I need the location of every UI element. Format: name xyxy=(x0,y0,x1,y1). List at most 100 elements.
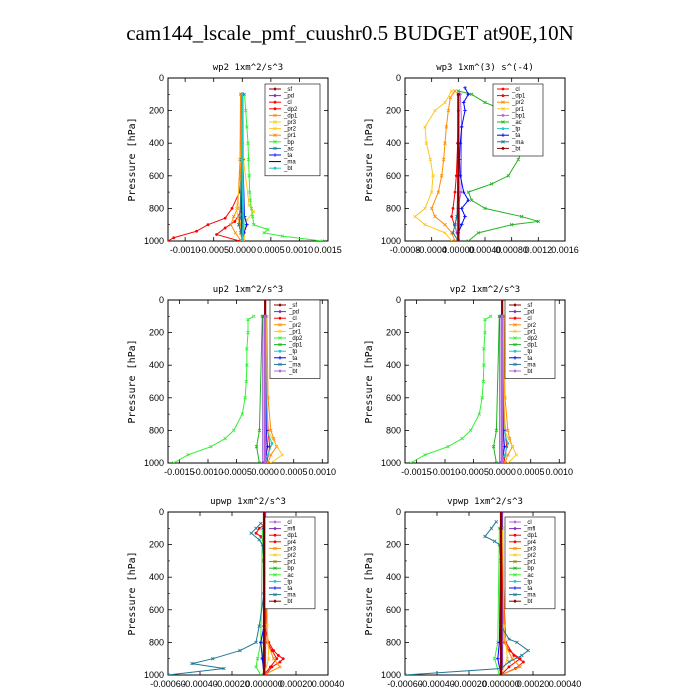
legend-label: _pr2 xyxy=(523,323,537,329)
legend-marker xyxy=(513,533,517,537)
x-tick-label: -0.0005 xyxy=(198,245,229,255)
data-point xyxy=(240,92,244,96)
data-point xyxy=(499,512,503,514)
data-point xyxy=(260,314,265,319)
legend-label: _pr1 xyxy=(523,560,537,566)
legend-marker xyxy=(278,349,282,353)
data-point xyxy=(429,190,434,194)
data-point xyxy=(424,141,429,145)
data-point xyxy=(259,521,263,526)
data-point xyxy=(257,624,261,628)
panel-vpwp: vpwp 1xm^2/s^302004006008001000-0.00060-… xyxy=(364,497,581,689)
y-tick-label: 800 xyxy=(386,637,401,647)
x-tick-label: 0.0012 xyxy=(525,245,553,255)
series-line-ac xyxy=(494,528,500,675)
data-point xyxy=(526,648,530,653)
data-point xyxy=(483,317,487,322)
data-point xyxy=(238,648,242,653)
y-tick-label: 800 xyxy=(386,425,401,435)
panel-title-vp2: vp2 1xm^2/s^3 xyxy=(450,285,520,295)
y-tick-label: 200 xyxy=(149,540,164,550)
legend-label: _bt xyxy=(523,369,533,375)
legend-label: _cl xyxy=(283,520,292,526)
data-point xyxy=(500,314,504,319)
legend-marker xyxy=(501,120,505,124)
legend-label: _dp2 xyxy=(283,107,298,113)
data-point xyxy=(466,239,471,241)
data-point xyxy=(257,461,262,463)
data-point xyxy=(506,453,510,457)
y-tick-label: 600 xyxy=(386,393,401,403)
legend-marker xyxy=(501,140,505,144)
data-point xyxy=(240,158,244,161)
data-point xyxy=(280,234,285,238)
series-ac xyxy=(254,526,265,675)
x-tick-label: 0.0010 xyxy=(309,467,337,477)
legend-label: _cl xyxy=(511,87,520,93)
y-tick-label: 400 xyxy=(386,138,401,148)
data-point xyxy=(507,637,511,641)
y-tick-label: 0 xyxy=(159,295,164,305)
data-point xyxy=(269,428,273,433)
data-point xyxy=(506,442,510,445)
data-point xyxy=(463,108,467,113)
data-point xyxy=(466,198,471,203)
legend-label: _pr2 xyxy=(511,100,525,106)
data-point xyxy=(469,198,474,203)
data-point xyxy=(522,660,525,664)
y-tick-label: 200 xyxy=(386,328,401,338)
legend-label: _tp xyxy=(511,127,521,133)
legend-marker xyxy=(273,107,277,111)
legend-marker xyxy=(513,586,517,590)
series-dp1 xyxy=(491,314,502,463)
legend-label: _bt xyxy=(511,146,521,152)
data-point xyxy=(514,453,519,457)
data-point xyxy=(443,100,447,105)
data-point xyxy=(254,444,259,449)
legend-label: _cl xyxy=(523,316,532,322)
legend-marker xyxy=(273,140,277,144)
legend-marker xyxy=(273,153,277,157)
legend-label: _bt xyxy=(288,369,298,375)
legend-label: _ac xyxy=(283,146,294,152)
data-point xyxy=(443,141,447,145)
legend-label: _pr4 xyxy=(523,540,537,546)
x-tick-label: 0.0005 xyxy=(280,467,308,477)
data-point xyxy=(262,231,266,235)
series-bt xyxy=(262,512,266,675)
data-point xyxy=(257,537,261,542)
data-point xyxy=(481,379,486,384)
legend-marker xyxy=(513,323,517,327)
panel-up2: up2 1xm^2/s^302004006008001000-0.0015-0.… xyxy=(127,285,336,477)
legend-label: _ma xyxy=(283,160,296,166)
plot-area-wp2 xyxy=(168,92,325,241)
data-point xyxy=(259,535,263,538)
data-point xyxy=(423,222,427,227)
data-point xyxy=(275,657,279,661)
legend-marker xyxy=(513,356,517,360)
legend-label: _ma xyxy=(523,593,536,599)
data-point xyxy=(266,461,270,463)
x-tick-label: 0.0000 xyxy=(229,245,257,255)
y-tick-label: 200 xyxy=(149,328,164,338)
y-tick-label: 800 xyxy=(149,425,164,435)
series-bt xyxy=(500,314,504,463)
data-point xyxy=(433,108,437,113)
legend-label: _bt xyxy=(283,599,293,605)
plot-area-vpwp xyxy=(405,512,530,675)
legend-marker xyxy=(278,356,282,360)
legend-marker xyxy=(273,599,277,603)
data-point xyxy=(254,640,258,645)
legend-label: _ma xyxy=(288,362,301,368)
legend-label: _pr1 xyxy=(288,329,302,335)
legend-label: _mfl xyxy=(523,527,535,533)
legend-marker xyxy=(273,120,277,124)
data-point xyxy=(245,347,249,351)
legend-marker xyxy=(513,580,517,583)
data-point xyxy=(206,223,210,227)
legend-label: _dp2 xyxy=(523,336,538,342)
legend-marker xyxy=(278,329,282,334)
data-point xyxy=(443,222,447,227)
data-point xyxy=(259,640,263,645)
